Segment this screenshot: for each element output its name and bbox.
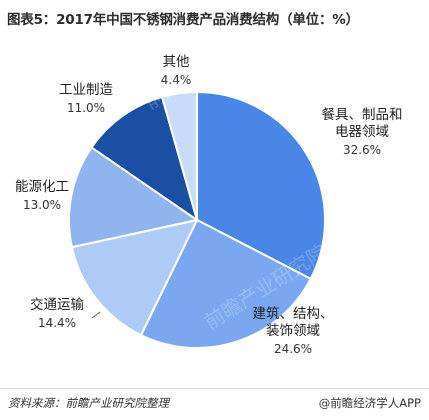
slice-value-label: 24.6% xyxy=(274,342,312,356)
slice-label-text: 工业制造 xyxy=(59,82,113,98)
slice-label: 工业制造 11.0% xyxy=(59,82,113,115)
footer-divider xyxy=(0,388,429,389)
pie-slice xyxy=(68,145,200,249)
pie-slice xyxy=(139,218,313,349)
slice-label: 其他 4.4% xyxy=(161,54,192,87)
slice-label-text: 电器领域 xyxy=(335,124,389,140)
slice-label-text: 餐具、制品和 xyxy=(322,107,403,123)
slice-label-text: 装饰领域 xyxy=(266,323,320,339)
source-note: 资料来源：前瞻产业研究院整理 xyxy=(8,396,169,410)
slice-value-label: 32.6% xyxy=(343,143,381,157)
chart-title: 图表5：2017年中国不锈钢消费产品消费结构（单位：%） xyxy=(7,12,359,28)
slice-label-text: 其他 xyxy=(163,54,190,70)
leader-line xyxy=(91,311,101,319)
slice-label: 交通运输 14.4% xyxy=(30,296,84,330)
slice-value-label: 14.4% xyxy=(38,316,76,330)
pie-slice xyxy=(70,218,199,337)
pie-slice xyxy=(160,90,198,221)
credit-text: @前瞻经济学人APP xyxy=(318,396,421,410)
pie-slice xyxy=(196,90,326,281)
slice-value-label: 13.0% xyxy=(23,198,61,212)
credit-label: @前瞻经济学人APP xyxy=(319,395,421,411)
slice-value-label: 4.4% xyxy=(161,73,192,87)
slice-label: 建筑、结构、装饰领域 24.6% xyxy=(253,306,334,356)
slice-label: 能源化工 13.0% xyxy=(15,179,69,212)
slice-label-text: 建筑、结构、 xyxy=(253,306,334,322)
slice-value-label: 11.0% xyxy=(67,101,105,115)
slice-label-text: 交通运输 xyxy=(30,296,84,313)
slice-label-text: 能源化工 xyxy=(15,179,69,195)
